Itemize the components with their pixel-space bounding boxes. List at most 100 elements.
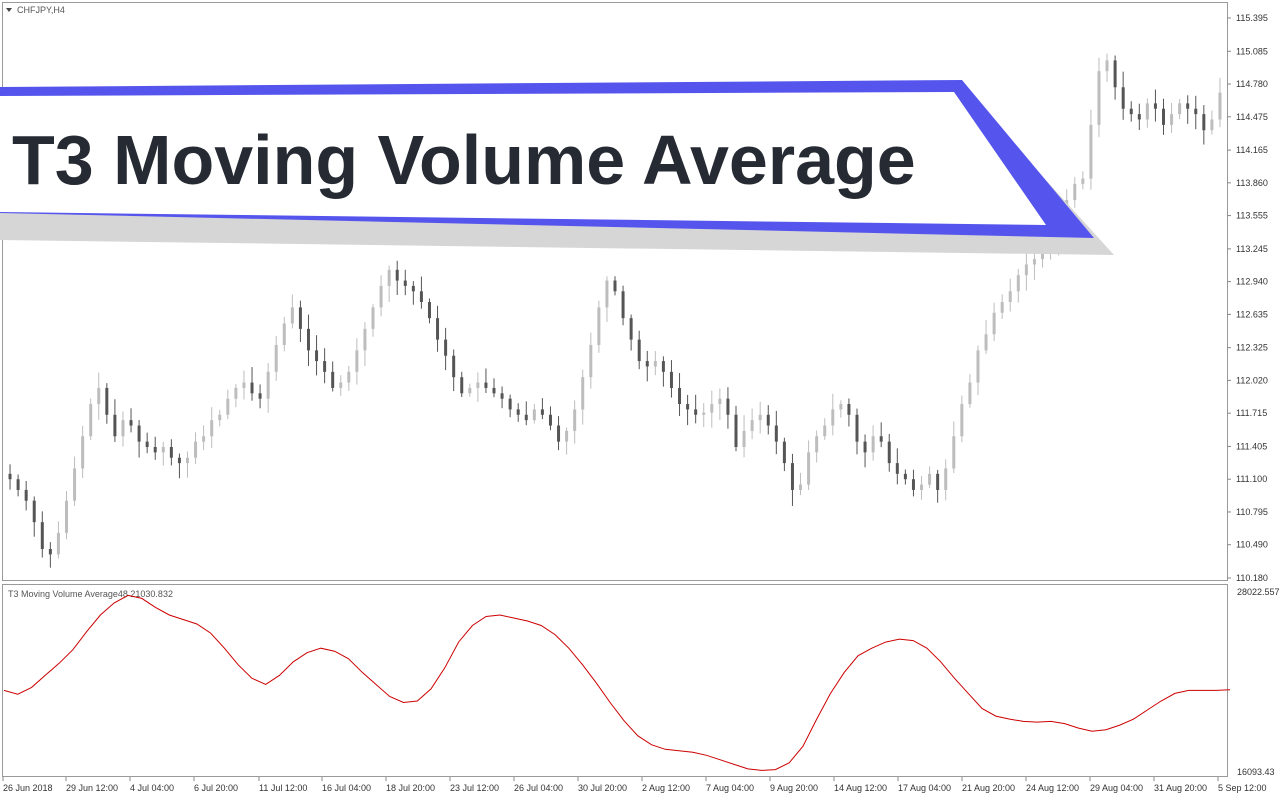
- candle-body: [1041, 253, 1045, 260]
- candle-body: [1178, 103, 1182, 115]
- candle: [419, 276, 423, 309]
- candle: [694, 394, 698, 424]
- candle-body: [863, 441, 867, 453]
- candle-body: [629, 318, 633, 340]
- candle-body: [637, 339, 641, 362]
- candle: [839, 400, 843, 418]
- candle: [452, 349, 456, 392]
- candle-body: [460, 377, 464, 394]
- time-tick-label: 7 Aug 04:00: [706, 783, 754, 793]
- time-tick-label: 5 Sep 12:00: [1218, 783, 1267, 793]
- candle: [1194, 95, 1198, 130]
- time-tick-label: 2 Aug 12:00: [642, 783, 690, 793]
- time-tick-label: 29 Jun 12:00: [66, 783, 118, 793]
- candle: [823, 418, 827, 440]
- candle: [105, 383, 109, 424]
- candle-body: [1113, 60, 1117, 88]
- candle-body: [790, 463, 794, 490]
- candle: [807, 440, 811, 490]
- candle: [766, 405, 770, 435]
- candle: [315, 335, 319, 376]
- candle: [831, 393, 835, 436]
- candle-body: [347, 371, 351, 383]
- candle-body: [363, 328, 367, 351]
- candle-body: [903, 473, 907, 480]
- price-tick-label: 111.715: [1236, 408, 1267, 418]
- candle-body: [581, 377, 585, 410]
- candle: [992, 302, 996, 342]
- candle-body: [1089, 124, 1093, 179]
- candle-body: [250, 382, 254, 394]
- candle-body: [411, 285, 415, 292]
- candle-body: [476, 382, 480, 388]
- candle: [661, 356, 665, 387]
- candle: [500, 386, 504, 409]
- candle: [540, 398, 544, 420]
- candle-body: [492, 387, 496, 394]
- candle-body: [81, 436, 85, 469]
- candle: [1000, 294, 1004, 319]
- price-tick-label: 113.555: [1236, 211, 1268, 221]
- candle-body: [702, 412, 706, 415]
- candle-body: [153, 446, 157, 453]
- candle-body: [807, 452, 811, 485]
- candle-body: [339, 382, 343, 388]
- candle-body: [799, 484, 803, 490]
- candle: [597, 300, 601, 353]
- candle: [97, 372, 101, 420]
- candle: [952, 421, 956, 474]
- candle: [226, 389, 230, 420]
- candle-body: [468, 387, 472, 394]
- candle: [161, 441, 165, 466]
- candle-body: [678, 387, 682, 405]
- candle: [411, 281, 415, 305]
- candle-body: [371, 307, 375, 329]
- price-tick-label: 110.180: [1236, 573, 1268, 583]
- candle: [508, 394, 512, 418]
- candle-body: [145, 441, 149, 447]
- candle: [936, 469, 940, 503]
- candle: [1178, 99, 1182, 120]
- price-tick-label: 112.325: [1236, 343, 1268, 353]
- symbol-dropdown-icon[interactable]: [6, 8, 12, 12]
- time-tick-label: 17 Aug 04:00: [898, 783, 951, 793]
- candle: [169, 439, 173, 466]
- candle: [565, 427, 569, 455]
- candle-body: [210, 420, 214, 437]
- candle-body: [839, 404, 843, 410]
- candle: [427, 298, 431, 324]
- candle: [750, 408, 754, 440]
- candle-body: [1000, 302, 1004, 313]
- candle: [790, 453, 794, 506]
- candle-body: [766, 414, 770, 426]
- candle-body: [169, 446, 173, 458]
- candle-body: [73, 468, 77, 501]
- candle: [613, 276, 617, 296]
- time-tick-label: 6 Jul 20:00: [194, 783, 238, 793]
- candle-body: [56, 532, 60, 555]
- candle: [911, 469, 915, 497]
- candle: [557, 416, 561, 451]
- candle-body: [782, 441, 786, 464]
- candle: [387, 265, 391, 302]
- candle-body: [282, 323, 286, 345]
- candle-body: [427, 302, 431, 319]
- price-tick-label: 110.795: [1236, 507, 1268, 517]
- candle-body: [976, 350, 980, 383]
- candle-body: [177, 457, 181, 464]
- candle-body: [395, 269, 399, 281]
- time-tick-label: 4 Jul 04:00: [130, 783, 174, 793]
- candle: [1153, 89, 1157, 122]
- candle-body: [242, 382, 246, 388]
- candle-body: [444, 339, 448, 356]
- candle: [113, 399, 117, 442]
- price-tick-label: 111.100: [1236, 474, 1267, 484]
- candle-body: [290, 307, 294, 324]
- candle: [758, 401, 762, 434]
- candle: [669, 360, 673, 398]
- candle: [460, 371, 464, 398]
- indicator-scale-top: 28022.557: [1237, 587, 1280, 597]
- indicator-panel[interactable]: [2, 584, 1228, 777]
- candle-body: [565, 430, 569, 442]
- time-tick-label: 29 Aug 04:00: [1090, 783, 1143, 793]
